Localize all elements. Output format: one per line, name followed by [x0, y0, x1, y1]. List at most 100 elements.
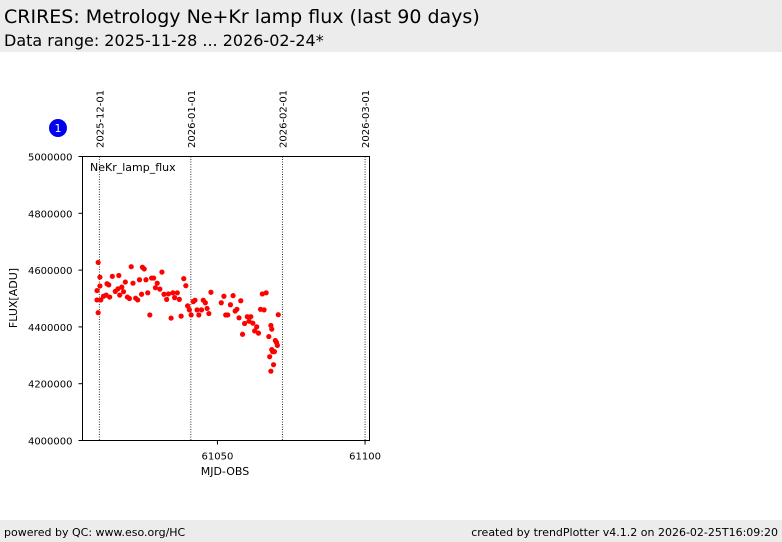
data-point — [106, 282, 112, 288]
data-point — [138, 291, 145, 297]
data-point — [161, 291, 167, 297]
data-point — [275, 312, 281, 318]
y-axis-label: FLUX[ADU] — [7, 268, 20, 328]
marker-label: 1 — [55, 122, 62, 135]
x-tick-label: 61100 — [349, 452, 381, 463]
data-point — [274, 342, 280, 348]
data-point — [151, 275, 157, 281]
data-point — [268, 368, 274, 374]
data-point — [165, 291, 172, 297]
y-tick-label: 4000000 — [28, 437, 73, 448]
marker-badge: 1 — [49, 119, 67, 137]
data-point — [252, 328, 258, 334]
data-point — [152, 285, 159, 291]
data-point — [97, 283, 103, 289]
data-point — [246, 318, 252, 324]
y-tick-label: 4400000 — [28, 323, 73, 334]
data-point — [136, 277, 143, 283]
data-point — [176, 296, 182, 302]
data-point — [95, 259, 101, 266]
date-marker-label: 2026-03-01 — [361, 90, 372, 148]
data-point — [183, 283, 189, 289]
data-point — [225, 312, 231, 318]
y-tick-label: 4200000 — [28, 380, 73, 391]
data-point — [263, 290, 269, 296]
data-point — [120, 289, 127, 295]
data-point — [119, 284, 125, 290]
data-point — [97, 274, 103, 280]
data-point — [270, 362, 277, 368]
data-point — [159, 269, 165, 275]
data-point — [234, 306, 240, 312]
footer-timestamp: created by trendPlotter v4.1.2 on 2026-0… — [471, 526, 778, 539]
data-point — [271, 349, 278, 355]
data-point — [230, 293, 236, 299]
data-point — [107, 294, 113, 300]
data-range-subtitle: Data range: 2025-11-28 ... 2026-02-24* — [4, 31, 324, 50]
y-tick-label: 4800000 — [28, 209, 73, 220]
data-point — [128, 264, 134, 270]
data-point — [154, 280, 160, 286]
data-point — [141, 266, 147, 272]
data-point — [170, 290, 176, 296]
data-point — [204, 305, 210, 312]
legend-series-name: NeKr_lamp_flux — [90, 161, 176, 174]
data-point — [130, 280, 136, 286]
data-point — [181, 276, 187, 282]
data-point — [206, 310, 212, 317]
y-tick-label: 4600000 — [28, 266, 73, 277]
data-point — [218, 300, 224, 306]
data-point — [185, 303, 191, 309]
data-point — [248, 314, 254, 320]
date-marker-label: 2026-02-01 — [278, 90, 289, 148]
x-tick-label: 61050 — [202, 452, 234, 463]
data-point — [168, 315, 174, 321]
date-marker-label: 2025-12-01 — [95, 90, 106, 148]
data-point — [242, 320, 248, 327]
data-point — [164, 296, 170, 302]
data-point — [135, 297, 141, 303]
data-point — [126, 295, 133, 302]
page-title: CRIRES: Metrology Ne+Kr lamp flux (last … — [4, 6, 480, 28]
data-point — [143, 277, 149, 283]
data-point — [239, 331, 246, 337]
data-point — [172, 295, 178, 301]
data-point — [178, 313, 184, 319]
data-point — [192, 297, 198, 303]
footer-bar: powered by QC: www.eso.org/HC created by… — [0, 520, 782, 542]
data-point — [269, 326, 275, 332]
date-marker-label: 2026-01-01 — [187, 90, 198, 148]
data-point — [266, 333, 272, 340]
data-point — [122, 279, 128, 285]
data-point — [221, 293, 227, 299]
data-point — [95, 310, 101, 316]
data-point — [261, 307, 267, 313]
data-point — [254, 324, 260, 330]
data-point — [98, 297, 104, 303]
data-point — [174, 290, 180, 296]
data-points — [94, 259, 281, 374]
data-point — [109, 273, 115, 279]
y-axis-ticks: 4000000 4200000 4400000 4600000 4800000 50000… — [28, 153, 83, 448]
date-marker-labels: 2025-12-01 2026-01-01 2026-02-01 2026-03-01 — [95, 90, 372, 148]
data-point — [202, 300, 208, 306]
data-point — [236, 315, 242, 321]
data-point — [116, 272, 122, 279]
data-point — [157, 286, 163, 292]
data-point — [238, 298, 244, 304]
data-point — [145, 290, 151, 296]
data-point — [250, 320, 256, 326]
data-point — [267, 354, 273, 360]
data-point — [188, 312, 194, 318]
data-point — [94, 287, 100, 294]
data-point — [117, 292, 123, 298]
data-point — [227, 302, 234, 308]
data-point — [186, 307, 192, 313]
x-axis-ticks: 61050 61100 — [202, 440, 381, 463]
data-point — [94, 297, 100, 303]
plot-frame — [82, 156, 370, 441]
data-point — [147, 312, 153, 318]
data-point — [208, 289, 214, 295]
footer-credit: powered by QC: www.eso.org/HC — [4, 526, 186, 539]
